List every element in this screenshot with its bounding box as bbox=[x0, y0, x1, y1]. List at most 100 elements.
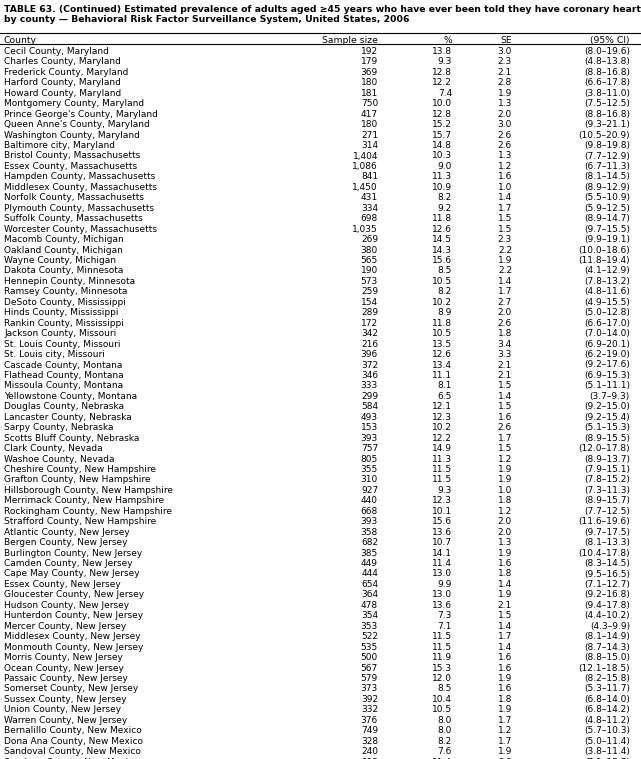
Text: 8.5: 8.5 bbox=[438, 685, 452, 694]
Text: San Juan County, New Mexico: San Juan County, New Mexico bbox=[4, 757, 138, 759]
Text: 299: 299 bbox=[361, 392, 378, 401]
Text: 535: 535 bbox=[361, 643, 378, 652]
Text: 9.2: 9.2 bbox=[438, 203, 452, 213]
Text: 355: 355 bbox=[361, 465, 378, 474]
Text: (6.9–20.1): (6.9–20.1) bbox=[584, 339, 630, 348]
Text: 2.6: 2.6 bbox=[498, 424, 512, 432]
Text: 440: 440 bbox=[361, 496, 378, 505]
Text: 12.2: 12.2 bbox=[432, 433, 452, 442]
Text: Dakota County, Minnesota: Dakota County, Minnesota bbox=[4, 266, 123, 276]
Text: 12.6: 12.6 bbox=[432, 225, 452, 234]
Text: 1.0: 1.0 bbox=[497, 486, 512, 495]
Text: 364: 364 bbox=[361, 591, 378, 600]
Text: 15.7: 15.7 bbox=[432, 131, 452, 140]
Text: 2.2: 2.2 bbox=[498, 246, 512, 254]
Text: 11.4: 11.4 bbox=[432, 757, 452, 759]
Text: Hillsborough County, New Hampshire: Hillsborough County, New Hampshire bbox=[4, 486, 173, 495]
Text: 192: 192 bbox=[361, 47, 378, 56]
Text: (5.0–11.4): (5.0–11.4) bbox=[584, 737, 630, 745]
Text: 10.4: 10.4 bbox=[432, 695, 452, 704]
Text: (8.2–15.8): (8.2–15.8) bbox=[584, 674, 630, 683]
Text: (9.7–15.5): (9.7–15.5) bbox=[584, 225, 630, 234]
Text: 10.7: 10.7 bbox=[432, 538, 452, 547]
Text: 1.7: 1.7 bbox=[497, 737, 512, 745]
Text: 805: 805 bbox=[361, 455, 378, 464]
Text: 393: 393 bbox=[361, 517, 378, 526]
Text: 579: 579 bbox=[361, 674, 378, 683]
Text: Cape May County, New Jersey: Cape May County, New Jersey bbox=[4, 569, 140, 578]
Text: 2.6: 2.6 bbox=[498, 131, 512, 140]
Text: (7.1–12.7): (7.1–12.7) bbox=[584, 580, 630, 589]
Text: 13.0: 13.0 bbox=[432, 591, 452, 600]
Text: (8.9–15.5): (8.9–15.5) bbox=[584, 433, 630, 442]
Text: 11.4: 11.4 bbox=[432, 559, 452, 568]
Text: 1.7: 1.7 bbox=[497, 716, 512, 725]
Text: 2.0: 2.0 bbox=[498, 528, 512, 537]
Text: Rankin County, Mississippi: Rankin County, Mississippi bbox=[4, 319, 124, 328]
Text: (8.9–14.7): (8.9–14.7) bbox=[584, 214, 630, 223]
Text: (3.7–9.3): (3.7–9.3) bbox=[590, 392, 630, 401]
Text: 1.9: 1.9 bbox=[497, 705, 512, 714]
Text: 2.1: 2.1 bbox=[498, 68, 512, 77]
Text: 13.6: 13.6 bbox=[432, 528, 452, 537]
Text: 1.5: 1.5 bbox=[497, 214, 512, 223]
Text: 1.6: 1.6 bbox=[497, 413, 512, 422]
Text: Burlington County, New Jersey: Burlington County, New Jersey bbox=[4, 549, 142, 558]
Text: (11.8–19.4): (11.8–19.4) bbox=[578, 256, 630, 265]
Text: (8.8–16.8): (8.8–16.8) bbox=[584, 110, 630, 118]
Text: 1.9: 1.9 bbox=[497, 465, 512, 474]
Text: 1.5: 1.5 bbox=[497, 444, 512, 453]
Text: Sarpy County, Nebraska: Sarpy County, Nebraska bbox=[4, 424, 113, 432]
Text: (6.7–11.3): (6.7–11.3) bbox=[584, 162, 630, 171]
Text: 14.1: 14.1 bbox=[432, 549, 452, 558]
Text: Cecil County, Maryland: Cecil County, Maryland bbox=[4, 47, 109, 56]
Text: 431: 431 bbox=[361, 194, 378, 203]
Text: (4.3–9.9): (4.3–9.9) bbox=[590, 622, 630, 631]
Text: 1.8: 1.8 bbox=[497, 496, 512, 505]
Text: by county — Behavioral Risk Factor Surveillance System, United States, 2006: by county — Behavioral Risk Factor Surve… bbox=[4, 15, 410, 24]
Text: 9.9: 9.9 bbox=[438, 580, 452, 589]
Text: 10.2: 10.2 bbox=[432, 424, 452, 432]
Text: 393: 393 bbox=[361, 433, 378, 442]
Text: (8.9–13.7): (8.9–13.7) bbox=[584, 455, 630, 464]
Text: 216: 216 bbox=[361, 339, 378, 348]
Text: 312: 312 bbox=[361, 757, 378, 759]
Text: 12.3: 12.3 bbox=[432, 413, 452, 422]
Text: Sandoval County, New Mexico: Sandoval County, New Mexico bbox=[4, 747, 141, 756]
Text: 6.5: 6.5 bbox=[438, 392, 452, 401]
Text: (5.1–15.3): (5.1–15.3) bbox=[584, 424, 630, 432]
Text: (6.2–19.0): (6.2–19.0) bbox=[584, 350, 630, 359]
Text: 179: 179 bbox=[361, 58, 378, 67]
Text: Worcester County, Massachusetts: Worcester County, Massachusetts bbox=[4, 225, 157, 234]
Text: 10.5: 10.5 bbox=[432, 329, 452, 339]
Text: Camden County, New Jersey: Camden County, New Jersey bbox=[4, 559, 133, 568]
Text: 11.1: 11.1 bbox=[432, 371, 452, 380]
Text: 11.9: 11.9 bbox=[432, 653, 452, 662]
Text: 14.5: 14.5 bbox=[432, 235, 452, 244]
Text: 13.4: 13.4 bbox=[432, 361, 452, 370]
Text: Hinds County, Mississippi: Hinds County, Mississippi bbox=[4, 308, 119, 317]
Text: (3.8–11.0): (3.8–11.0) bbox=[584, 89, 630, 98]
Text: 13.5: 13.5 bbox=[432, 339, 452, 348]
Text: Frederick County, Maryland: Frederick County, Maryland bbox=[4, 68, 128, 77]
Text: 11.5: 11.5 bbox=[432, 643, 452, 652]
Text: 2.1: 2.1 bbox=[498, 371, 512, 380]
Text: 7.1: 7.1 bbox=[438, 622, 452, 631]
Text: Middlesex County, New Jersey: Middlesex County, New Jersey bbox=[4, 632, 140, 641]
Text: 1.4: 1.4 bbox=[498, 622, 512, 631]
Text: Monmouth County, New Jersey: Monmouth County, New Jersey bbox=[4, 643, 144, 652]
Text: 927: 927 bbox=[361, 486, 378, 495]
Text: 259: 259 bbox=[361, 288, 378, 296]
Text: 8.0: 8.0 bbox=[438, 716, 452, 725]
Text: (8.9–15.7): (8.9–15.7) bbox=[584, 496, 630, 505]
Text: (7.7–12.5): (7.7–12.5) bbox=[584, 507, 630, 516]
Text: (8.9–12.9): (8.9–12.9) bbox=[584, 183, 630, 192]
Text: Ocean County, New Jersey: Ocean County, New Jersey bbox=[4, 663, 124, 672]
Text: 9.0: 9.0 bbox=[438, 162, 452, 171]
Text: Hampden County, Massachusetts: Hampden County, Massachusetts bbox=[4, 172, 155, 181]
Text: Merrimack County, New Hampshire: Merrimack County, New Hampshire bbox=[4, 496, 164, 505]
Text: 11.8: 11.8 bbox=[432, 319, 452, 328]
Text: Rockingham County, New Hampshire: Rockingham County, New Hampshire bbox=[4, 507, 172, 516]
Text: 1.7: 1.7 bbox=[497, 632, 512, 641]
Text: Dona Ana County, New Mexico: Dona Ana County, New Mexico bbox=[4, 737, 143, 745]
